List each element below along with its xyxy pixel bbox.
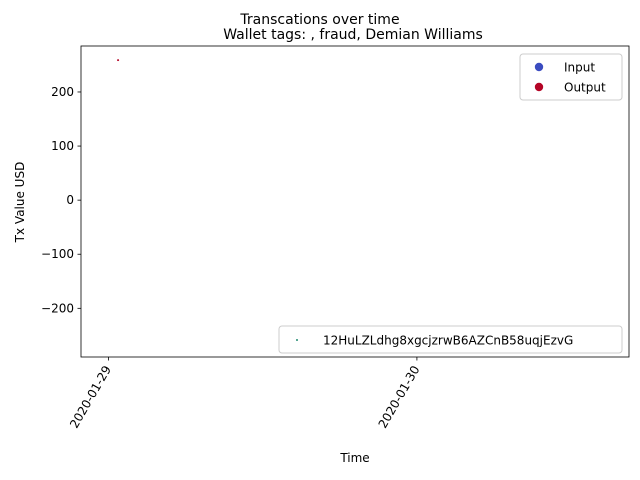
y-axis-label: Tx Value USD xyxy=(13,162,27,244)
y-tick-label: 0 xyxy=(66,193,74,207)
y-tick-label: 200 xyxy=(51,85,74,99)
legend-wallet-frame xyxy=(278,325,623,354)
legend-wallet: 12HuLZLdhg8xgcjzrwB6AZCnB58uqjEzvG xyxy=(278,325,623,354)
y-axis: 200 100 0 −100 −200 xyxy=(41,85,81,315)
legend-input-marker xyxy=(534,62,544,72)
legend-direction: Input Output xyxy=(519,53,623,101)
legend-output-label: Output xyxy=(564,81,606,95)
y-tick-label: −100 xyxy=(41,247,74,261)
y-tick-label: 100 xyxy=(51,139,74,153)
x-axis: 2020-01-29 2020-01-30 xyxy=(67,357,423,431)
chart-suptitle: Transcations over time xyxy=(239,12,399,28)
chart-title: Wallet tags: , fraud, Demian Williams xyxy=(223,27,483,43)
data-points xyxy=(117,59,120,62)
x-tick-label: 2020-01-30 xyxy=(376,363,423,430)
x-tick-label: 2020-01-29 xyxy=(67,363,114,430)
legend-wallet-label: 12HuLZLdhg8xgcjzrwB6AZCnB58uqjEzvG xyxy=(323,334,573,348)
legend-input-label: Input xyxy=(564,61,595,75)
legend-wallet-marker xyxy=(296,339,298,341)
legend-direction-frame xyxy=(519,53,623,101)
data-point xyxy=(117,59,120,62)
x-axis-label: Time xyxy=(339,451,369,465)
legend-output-marker xyxy=(534,82,544,92)
y-tick-label: −200 xyxy=(41,301,74,315)
